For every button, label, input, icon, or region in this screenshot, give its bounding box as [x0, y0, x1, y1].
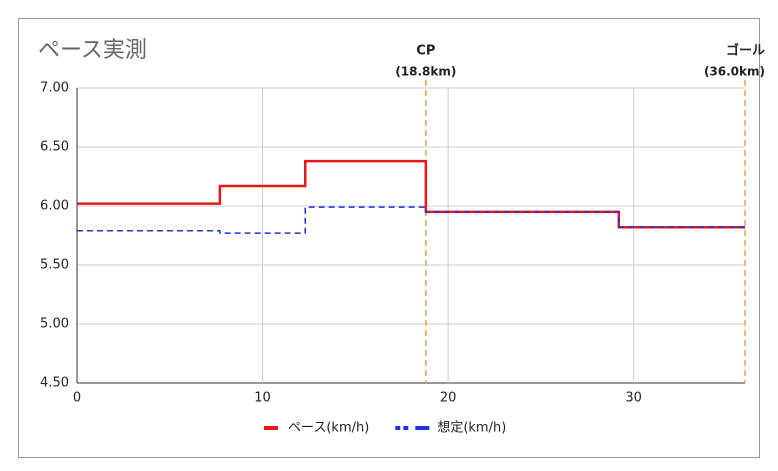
series-line	[77, 206, 745, 234]
legend-label: ペース(km/h)	[288, 421, 369, 436]
y-tick-label: 7.00	[40, 81, 69, 96]
y-tick-label: 5.00	[40, 317, 69, 332]
y-tick-label: 4.50	[40, 376, 69, 391]
x-tick-label: 10	[254, 391, 271, 406]
annotation-sublabel: (18.8km)	[395, 65, 456, 79]
y-tick-label: 6.00	[40, 199, 69, 214]
y-tick-label: 5.50	[40, 258, 69, 273]
x-tick-label: 20	[440, 391, 457, 406]
x-tick-label: 0	[73, 391, 81, 406]
annotation-label: CP	[416, 44, 435, 59]
annotation-label: ゴール	[726, 43, 765, 59]
x-tick-label: 30	[625, 391, 642, 406]
chart-frame	[18, 18, 760, 458]
annotation-sublabel: (36.0km)	[704, 65, 765, 79]
legend-label: 想定(km/h)	[437, 420, 506, 436]
chart-title: ペース実測	[38, 38, 147, 63]
y-tick-label: 6.50	[40, 140, 69, 155]
